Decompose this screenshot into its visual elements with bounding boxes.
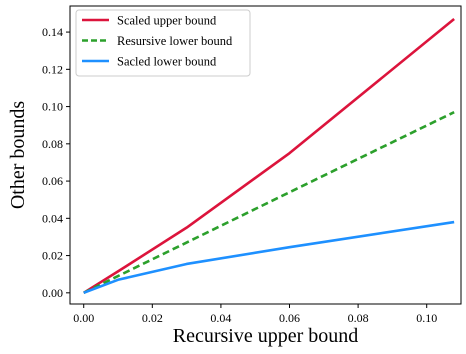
series-line-scaled-upper-bound: [83, 18, 455, 294]
x-tick-label: 0.04: [210, 311, 231, 325]
y-tick-label: 0.08: [42, 137, 63, 151]
y-tick-label: 0.14: [42, 25, 63, 39]
y-axis-label: Other bounds: [7, 101, 29, 210]
x-tick-label: 0.08: [348, 311, 369, 325]
series-line-sacled-lower-bound: [83, 220, 455, 295]
x-tick-label: 0.10: [416, 311, 437, 325]
y-axis-ticks: 0.00 0.02 0.04 0.06 0.08 0.10 0.12 0.14: [42, 25, 70, 300]
legend-label: Sacled lower bound: [117, 55, 217, 69]
x-axis-label: Recursive upper bound: [173, 325, 359, 347]
y-tick-label: 0.02: [42, 249, 63, 263]
x-tick-label: 0.00: [73, 311, 94, 325]
y-tick-label: 0.04: [42, 211, 63, 225]
plot-frame: [69, 5, 462, 305]
series-line-resursive-lower-bound: [83, 110, 455, 294]
series-layer: [83, 18, 455, 295]
x-tick-label: 0.06: [279, 311, 300, 325]
legend-box: [75, 9, 251, 77]
legend-label: Scaled upper bound: [117, 14, 217, 28]
y-tick-label: 0.12: [42, 62, 63, 76]
y-tick-label: 0.10: [42, 100, 63, 114]
x-tick-label: 0.02: [142, 311, 163, 325]
legend-label: Resursive lower bound: [117, 34, 233, 48]
y-tick-label: 0.06: [42, 174, 63, 188]
legend: Scaled upper bound Resursive lower bound S…: [75, 9, 251, 77]
y-tick-label: 0.00: [42, 286, 63, 300]
x-axis-ticks: 0.00 0.02 0.04 0.06 0.08 0.10: [73, 304, 437, 325]
